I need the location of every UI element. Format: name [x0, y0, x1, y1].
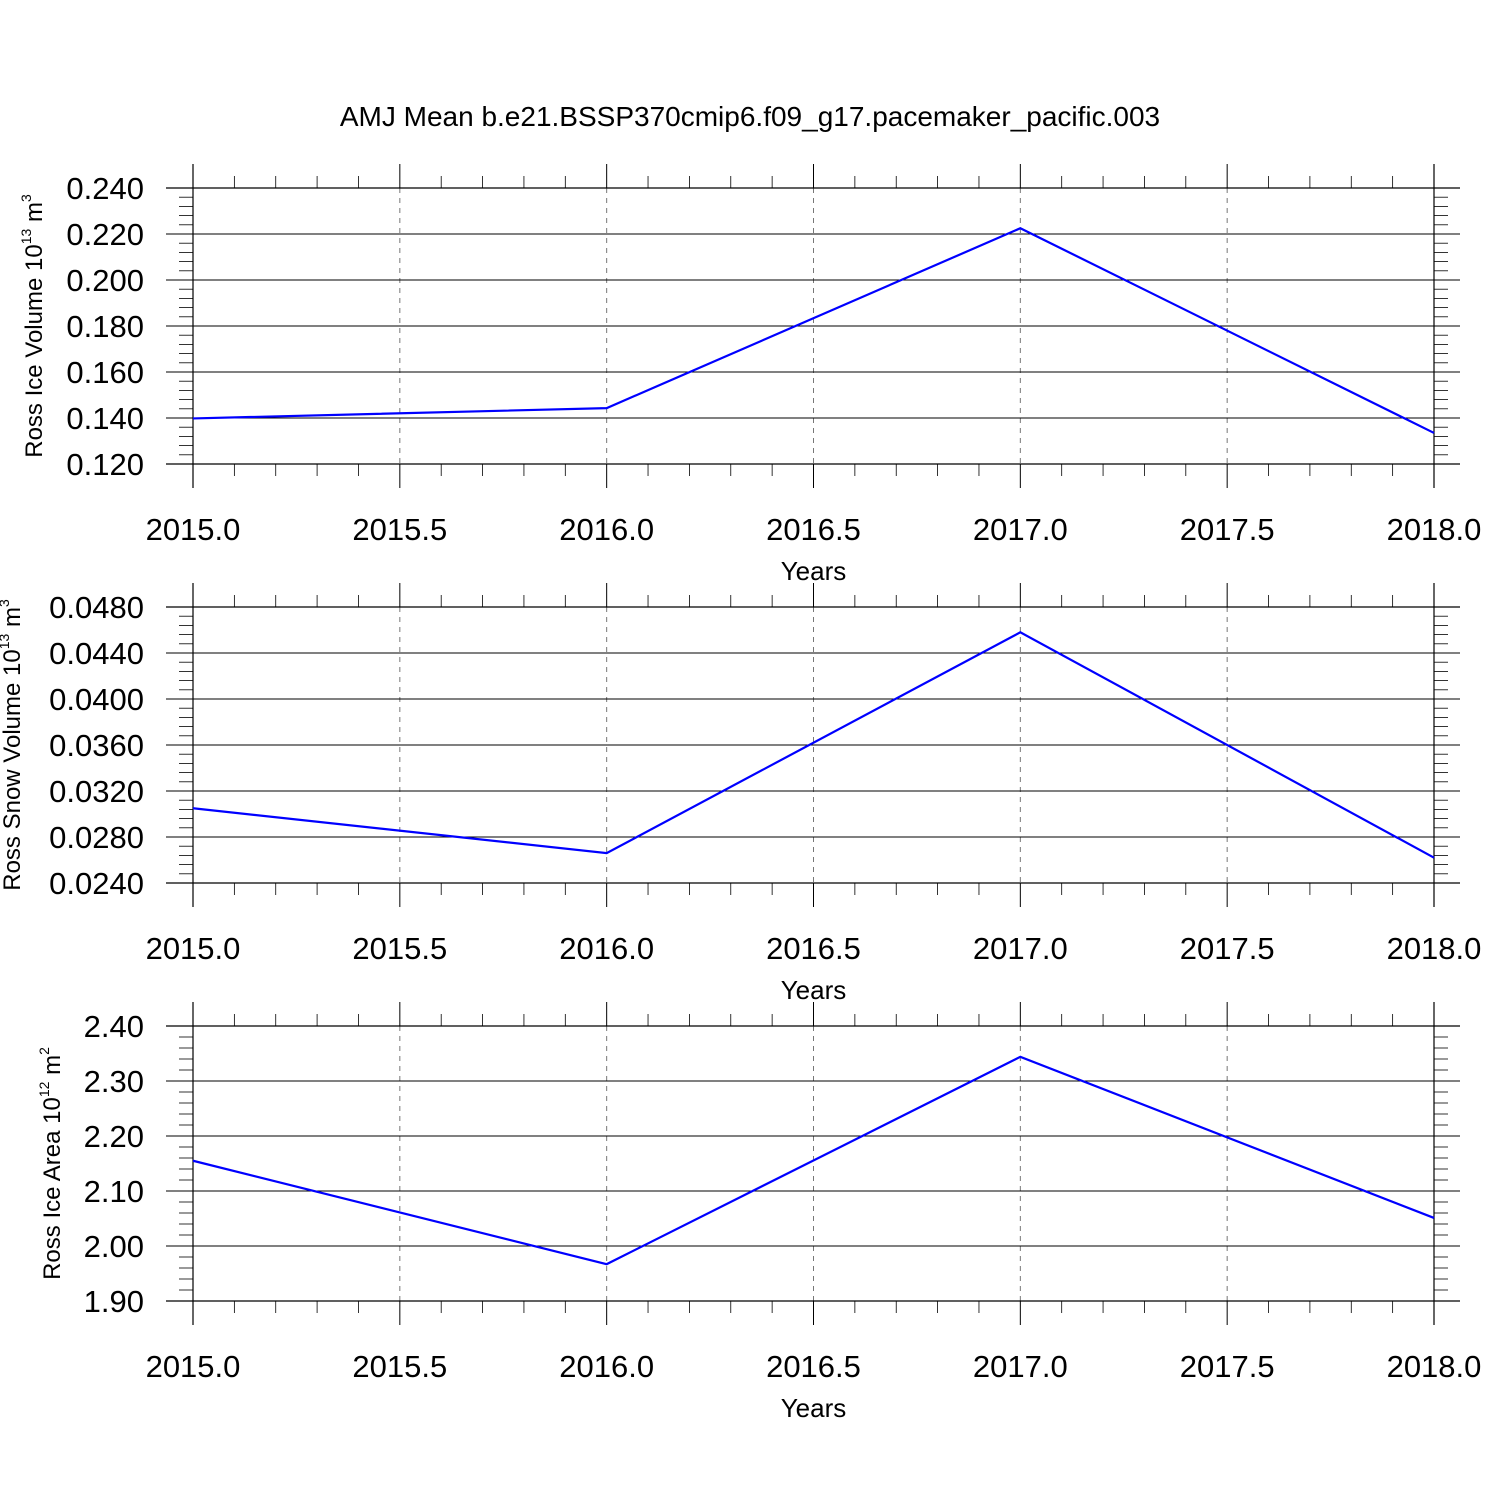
series-line	[192, 227, 1435, 434]
y-axis-label: Ross Snow Volume 1013 m3	[0, 599, 26, 891]
y-tick-label: 2.10	[84, 1174, 144, 1209]
y-tick-label: 0.120	[66, 447, 144, 482]
panel-3: 1.90 2.00 2.10 2.20 2.30 2.40 2015.0 2015.5 2016…	[36, 1002, 1481, 1423]
panels: 0.120 0.140 0.160 0.180 0.200 0.220 0.240 2015.…	[0, 164, 1481, 1423]
y-tick-label: 2.00	[84, 1229, 144, 1264]
x-tick-label: 2016.0	[559, 931, 654, 966]
x-tick-label: 2016.5	[766, 512, 861, 547]
x-tick-label: 2017.5	[1180, 512, 1275, 547]
x-tick-label: 2017.0	[973, 512, 1068, 547]
panel-2: 0.0240 0.0280 0.0320 0.0360 0.0400 0.0440 0.04…	[0, 583, 1481, 1005]
x-tick-label: 2015.0	[146, 512, 241, 547]
y-tick-label: 2.40	[84, 1009, 144, 1044]
y-tick-label: 0.0280	[49, 820, 144, 855]
y-tick-label: 0.220	[66, 217, 144, 252]
series-line	[192, 631, 1435, 859]
y-tick-label: 0.180	[66, 309, 144, 344]
x-tick-label: 2016.5	[766, 931, 861, 966]
x-tick-label: 2017.0	[973, 1349, 1068, 1384]
x-tick-label: 2017.5	[1180, 1349, 1275, 1384]
x-tick-label: 2017.5	[1180, 931, 1275, 966]
x-tick-label: 2015.0	[146, 931, 241, 966]
y-tick-label: 0.0440	[49, 636, 144, 671]
chart-title: AMJ Mean b.e21.BSSP370cmip6.f09_g17.pace…	[340, 101, 1160, 132]
y-tick-label: 0.200	[66, 263, 144, 298]
y-tick-label: 0.0360	[49, 728, 144, 763]
x-tick-label: 2015.0	[146, 1349, 241, 1384]
x-tick-label: 2015.5	[352, 512, 447, 547]
x-tick-label: 2016.0	[559, 1349, 654, 1384]
y-tick-label: 2.30	[84, 1064, 144, 1099]
y-tick-label: 0.0240	[49, 866, 144, 901]
x-axis-label: Years	[781, 1393, 847, 1423]
y-axis-label: Ross Ice Area 1012 m2	[36, 1047, 66, 1280]
x-tick-label: 2018.0	[1387, 1349, 1482, 1384]
series-line	[192, 1055, 1435, 1266]
panel-1: 0.120 0.140 0.160 0.180 0.200 0.220 0.240 2015.…	[18, 164, 1481, 586]
y-tick-label: 1.90	[84, 1284, 144, 1319]
x-tick-label: 2016.5	[766, 1349, 861, 1384]
y-tick-label: 0.0400	[49, 682, 144, 717]
x-tick-label: 2018.0	[1387, 512, 1482, 547]
x-tick-label: 2016.0	[559, 512, 654, 547]
x-axis-label: Years	[781, 975, 847, 1005]
y-tick-label: 0.0320	[49, 774, 144, 809]
x-axis-label: Years	[781, 556, 847, 586]
x-tick-label: 2017.0	[973, 931, 1068, 966]
y-tick-label: 0.0480	[49, 590, 144, 625]
x-tick-label: 2018.0	[1387, 931, 1482, 966]
y-tick-label: 0.240	[66, 171, 144, 206]
x-tick-label: 2015.5	[352, 1349, 447, 1384]
y-tick-label: 0.140	[66, 401, 144, 436]
y-axis-label: Ross Ice Volume 1013 m3	[18, 194, 48, 458]
y-tick-label: 0.160	[66, 355, 144, 390]
x-tick-label: 2015.5	[352, 931, 447, 966]
y-tick-label: 2.20	[84, 1119, 144, 1154]
